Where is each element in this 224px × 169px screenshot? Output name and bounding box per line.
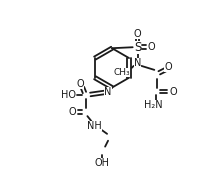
Text: O: O [148,42,155,52]
Text: O: O [164,62,172,72]
Text: S: S [134,41,141,54]
Text: NH: NH [87,121,102,131]
Text: CH₃: CH₃ [114,68,130,77]
Text: O: O [134,29,141,39]
Text: N: N [104,87,112,96]
Text: H₂N: H₂N [144,100,163,110]
Text: OH: OH [95,158,110,168]
Text: O: O [69,107,76,117]
Text: O: O [169,87,177,96]
Text: O: O [77,79,84,89]
Text: N: N [134,58,141,68]
Text: HO: HO [61,90,76,100]
